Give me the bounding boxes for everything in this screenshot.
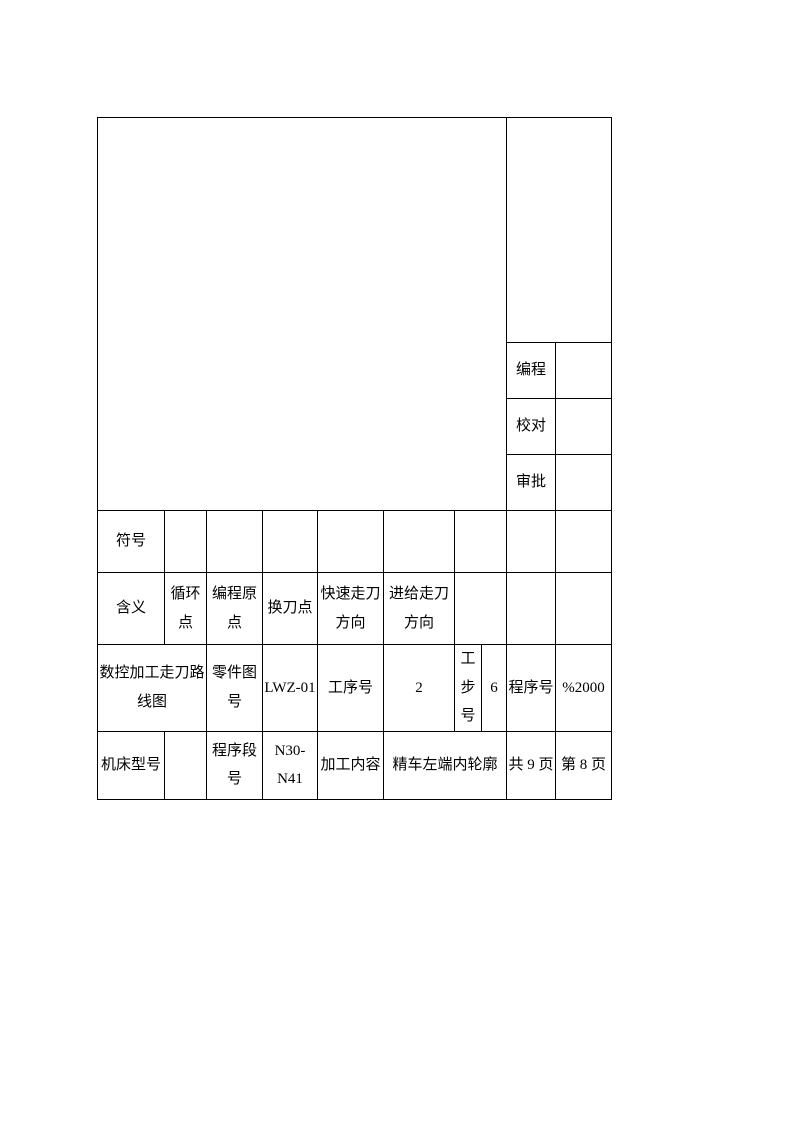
page-no: 第 8 页 <box>556 731 612 799</box>
proc-no-label: 工序号 <box>318 645 384 732</box>
part-no: LWZ-01 <box>263 645 318 732</box>
symbol-cell-8 <box>556 511 612 573</box>
prog-no: %2000 <box>556 645 612 732</box>
prog-no-label: 程序号 <box>507 645 556 732</box>
meaning-cell-4: 快速走刀方向 <box>318 573 384 645</box>
meaning-cell-6 <box>455 573 507 645</box>
model-value <box>165 731 207 799</box>
symbol-cell-7 <box>507 511 556 573</box>
proc-no: 2 <box>384 645 455 732</box>
approval-check-label: 校对 <box>507 399 556 455</box>
seg-label: 程序段号 <box>207 731 263 799</box>
total-pages: 共 9 页 <box>507 731 556 799</box>
step-no-label: 工步号 <box>455 645 482 732</box>
symbol-cell-4 <box>318 511 384 573</box>
meaning-cell-1: 循环点 <box>165 573 207 645</box>
symbol-cell-2 <box>207 511 263 573</box>
symbol-cell-5 <box>384 511 455 573</box>
symbol-label: 符号 <box>98 511 165 573</box>
meaning-cell-2: 编程原点 <box>207 573 263 645</box>
approval-approve-label: 审批 <box>507 455 556 511</box>
step-no: 6 <box>482 645 507 732</box>
symbol-cell-1 <box>165 511 207 573</box>
approval-prog-value <box>556 343 612 399</box>
model-label: 机床型号 <box>98 731 165 799</box>
seg-value: N30-N41 <box>263 731 318 799</box>
approval-approve-value <box>556 455 612 511</box>
symbol-cell-6 <box>455 511 507 573</box>
diagram-area <box>98 118 507 511</box>
meaning-cell-7 <box>507 573 556 645</box>
part-no-label: 零件图号 <box>207 645 263 732</box>
meaning-cell-8 <box>556 573 612 645</box>
approval-check-value <box>556 399 612 455</box>
process-sheet-table: 编程 校对 审批 符号 含义 循环点 编程原点 换刀点 快速走刀方向 进给走刀方… <box>97 117 612 800</box>
content-value: 精车左端内轮廓 <box>384 731 507 799</box>
content-label: 加工内容 <box>318 731 384 799</box>
meaning-label: 含义 <box>98 573 165 645</box>
approval-top-blank <box>507 118 612 343</box>
meaning-cell-5: 进给走刀方向 <box>384 573 455 645</box>
route-title: 数控加工走刀路线图 <box>98 645 207 732</box>
approval-prog-label: 编程 <box>507 343 556 399</box>
meaning-cell-3: 换刀点 <box>263 573 318 645</box>
symbol-cell-3 <box>263 511 318 573</box>
